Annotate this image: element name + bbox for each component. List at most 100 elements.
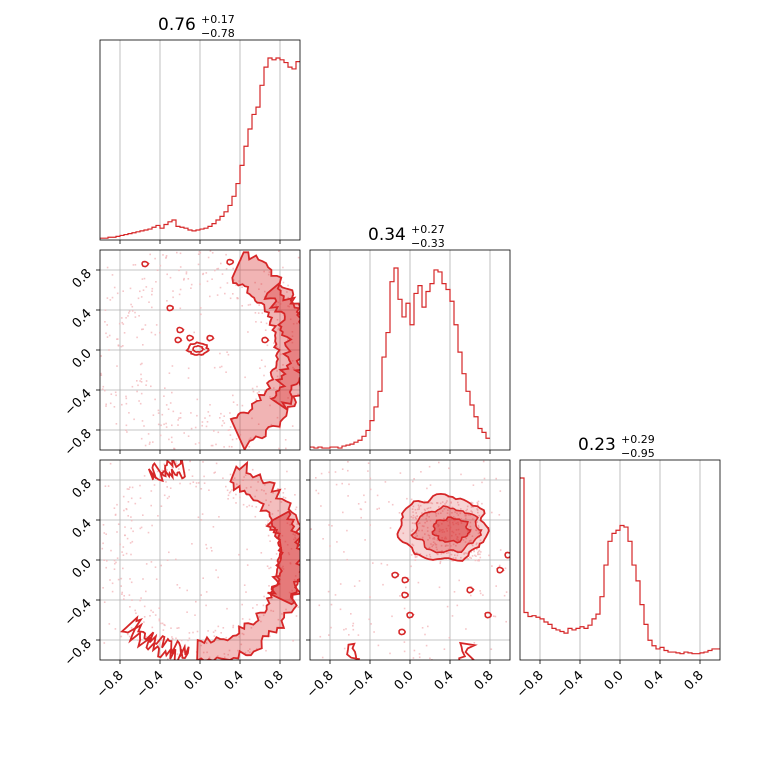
x-tick-label: −0.8	[514, 668, 547, 701]
sample-point	[141, 278, 144, 280]
sample-point	[403, 641, 406, 643]
sample-point	[265, 649, 267, 652]
sample-point	[179, 252, 182, 255]
sample-point	[435, 515, 438, 517]
sample-point	[376, 494, 379, 497]
sample-point	[203, 475, 205, 478]
sample-point	[134, 609, 136, 612]
sample-point	[437, 525, 440, 528]
sample-point	[216, 268, 218, 270]
sample-point	[269, 396, 271, 398]
sample-point	[478, 559, 480, 561]
sample-point	[157, 515, 159, 517]
sample-point	[320, 472, 323, 475]
sample-point	[428, 546, 431, 549]
sample-point	[417, 508, 419, 511]
sample-point	[143, 605, 146, 608]
y-tick-label: −0.4	[62, 386, 95, 419]
sample-point	[103, 601, 106, 603]
sample-point	[238, 636, 241, 638]
sample-point	[223, 653, 226, 655]
sample-point	[445, 527, 448, 530]
sample-point	[418, 506, 420, 508]
sample-point	[417, 581, 420, 584]
sample-point	[277, 301, 279, 304]
sample-point	[482, 594, 484, 596]
y-tick-label: 0.8	[70, 266, 95, 291]
sample-point	[287, 296, 289, 299]
contour-islet	[398, 628, 407, 636]
sample-point	[120, 635, 123, 638]
sample-point	[232, 401, 235, 403]
sample-point	[294, 538, 297, 540]
sample-point	[203, 482, 206, 484]
sample-point	[150, 331, 153, 334]
sample-point	[175, 558, 177, 561]
sample-point	[319, 635, 322, 638]
sample-point	[414, 509, 417, 511]
sample-point	[179, 307, 182, 310]
sample-point	[165, 404, 168, 406]
sample-point	[168, 438, 170, 441]
sample-point	[127, 515, 129, 517]
contour-islet	[206, 334, 215, 342]
sample-point	[121, 591, 123, 594]
sample-point	[477, 532, 480, 535]
sample-point	[282, 364, 284, 366]
sample-point	[241, 305, 243, 307]
sample-point	[473, 642, 476, 644]
sample-point	[226, 282, 229, 284]
sample-point	[335, 483, 338, 486]
sample-point	[434, 542, 436, 545]
sample-point	[139, 402, 142, 405]
sample-point	[229, 490, 232, 493]
sample-point	[236, 483, 238, 485]
sample-point	[421, 515, 424, 517]
contour-islet	[166, 304, 175, 312]
sample-point	[178, 269, 180, 272]
sample-point	[505, 591, 508, 593]
sample-point	[125, 429, 127, 431]
sample-point	[456, 554, 459, 557]
sample-point	[160, 622, 162, 625]
sample-point	[104, 389, 106, 392]
sample-point	[232, 479, 234, 481]
sample-point	[334, 594, 337, 596]
sample-point	[196, 630, 199, 633]
sample-point	[171, 648, 174, 651]
sample-point	[185, 272, 188, 275]
contour-ring	[229, 251, 300, 450]
sample-point	[160, 639, 163, 641]
sample-point	[128, 310, 131, 312]
sample-point	[367, 470, 369, 472]
sample-point	[432, 541, 435, 543]
sample-point	[293, 579, 296, 581]
sample-point	[256, 648, 258, 650]
sample-point	[481, 502, 483, 505]
sample-point	[445, 552, 448, 554]
sample-point	[423, 508, 426, 511]
sample-point	[476, 501, 479, 504]
sample-point	[109, 579, 111, 581]
sample-point	[176, 653, 179, 655]
sample-point	[179, 412, 182, 414]
sample-point	[171, 424, 173, 427]
contour-islet	[391, 571, 400, 579]
sample-point	[154, 566, 157, 568]
sample-point	[100, 374, 103, 376]
sample-point	[452, 531, 455, 534]
sample-point	[140, 597, 142, 599]
sample-point	[345, 628, 347, 630]
sample-point	[268, 504, 270, 507]
sample-point	[171, 636, 173, 638]
sample-point	[290, 512, 292, 514]
sample-point	[130, 303, 132, 306]
sample-point	[198, 442, 201, 444]
sample-point	[179, 417, 182, 419]
sample-point	[257, 312, 260, 314]
sample-point	[145, 636, 148, 638]
sample-point	[143, 425, 145, 427]
sample-point	[151, 306, 153, 309]
sample-point	[428, 535, 431, 537]
sample-point	[207, 411, 210, 413]
